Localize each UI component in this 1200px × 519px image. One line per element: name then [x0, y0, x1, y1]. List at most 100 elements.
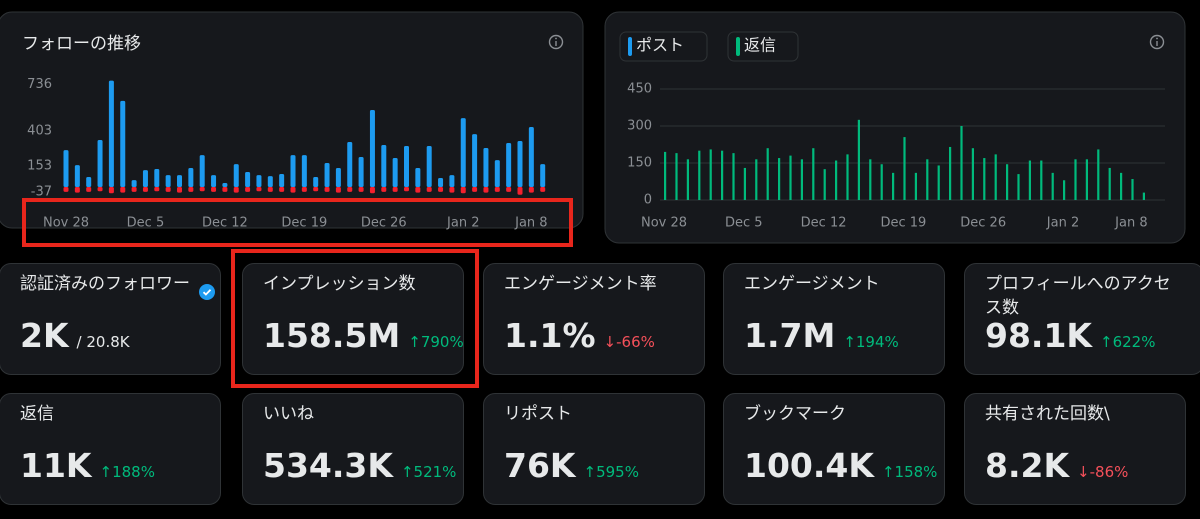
card-value-row: 98.1K ↑622%	[985, 316, 1155, 355]
bar	[279, 187, 285, 192]
info-icon[interactable]	[548, 34, 564, 50]
legend-item: ポスト	[619, 31, 708, 62]
bar	[347, 187, 353, 192]
bar	[369, 187, 375, 194]
bar	[165, 175, 171, 188]
card-sub: / 20.8K	[76, 333, 130, 351]
trend-arrow: ↑	[881, 463, 895, 481]
card-label: いいね	[263, 404, 314, 424]
bar	[381, 145, 387, 188]
x-tick-label: Dec 26	[960, 216, 1006, 231]
card-value-row: 76K ↑595%	[504, 446, 639, 485]
x-tick-label: Dec 19	[880, 216, 926, 231]
card-value-row: 1.1% ↓-66%	[504, 316, 655, 355]
x-tick-label: Dec 5	[725, 216, 763, 231]
trend-arrow: ↓	[603, 333, 617, 351]
bar	[869, 159, 872, 200]
bar	[324, 162, 330, 188]
card-label: エンゲージメント	[744, 274, 880, 294]
bar	[177, 187, 182, 193]
y-tick-label: 736	[27, 77, 52, 92]
bar	[1006, 164, 1009, 200]
x-tick-label: Nov 28	[43, 216, 89, 231]
stat-card: エンゲージメント率 1.1% ↓-66%	[483, 263, 705, 375]
trend-arrow: ↑	[583, 463, 597, 481]
bar	[1108, 167, 1111, 200]
y-tick-label: 153	[27, 158, 52, 173]
legend-swatch	[628, 37, 632, 56]
card-value: 98.1K	[985, 316, 1092, 355]
bar	[709, 149, 712, 200]
bar	[335, 187, 341, 193]
card-value: 158.5M	[263, 316, 401, 355]
bar	[63, 150, 69, 188]
bar	[800, 159, 803, 200]
bar	[324, 187, 330, 192]
change-value: 158%	[894, 463, 938, 481]
bar	[392, 157, 398, 188]
legend-item: 返信	[727, 31, 799, 62]
bar	[188, 168, 194, 188]
bar	[494, 187, 500, 192]
bar	[937, 165, 940, 200]
bar	[120, 187, 126, 193]
bar	[290, 155, 296, 188]
x-tick-label: Dec 12	[202, 216, 248, 231]
change-value: 595%	[596, 463, 639, 481]
bar	[347, 142, 353, 188]
bar	[460, 187, 466, 194]
bar	[256, 175, 262, 188]
bar	[301, 187, 307, 192]
bar	[245, 172, 251, 188]
bar	[438, 178, 444, 188]
bar	[267, 187, 273, 192]
card-change: ↑622%	[1100, 333, 1155, 351]
change-value: 194%	[855, 333, 899, 351]
x-tick-label: Jan 8	[1114, 216, 1147, 231]
bar	[517, 187, 523, 195]
card-value: 1.7M	[744, 316, 836, 355]
stat-card: ブックマーク 100.4K ↑158%	[723, 393, 945, 505]
card-change: ↑595%	[584, 463, 639, 481]
x-tick-label: Jan 2	[1046, 216, 1079, 231]
bar	[301, 155, 307, 188]
bar	[1131, 179, 1134, 200]
bar	[778, 158, 781, 200]
bar	[313, 187, 319, 192]
bar	[222, 187, 228, 192]
card-label: 認証済みのフォロワー	[20, 274, 190, 294]
bar	[517, 141, 523, 188]
x-tick-label: Dec 12	[801, 216, 847, 231]
bar	[926, 159, 929, 200]
info-icon[interactable]	[1149, 34, 1165, 50]
bar	[1063, 180, 1066, 200]
bar	[154, 187, 160, 192]
y-tick-label: 300	[627, 119, 652, 134]
card-label: エンゲージメント率	[504, 274, 657, 294]
bar	[1051, 172, 1054, 200]
bar	[449, 187, 455, 193]
bar	[880, 164, 883, 200]
bar	[698, 150, 701, 200]
card-value-row: 1.7M ↑194%	[744, 316, 899, 355]
card-value: 76K	[504, 446, 576, 485]
card-value-row: 158.5M ↑790%	[263, 316, 464, 355]
stat-card: プロフィールへのアクセス数 98.1K ↑622%	[964, 263, 1200, 375]
bar	[449, 175, 455, 188]
bar	[177, 175, 182, 188]
bar	[506, 187, 512, 192]
bar	[506, 142, 512, 188]
bar	[233, 164, 239, 188]
bar	[142, 170, 148, 188]
change-value: 188%	[112, 463, 155, 481]
bar	[404, 187, 409, 192]
bar	[86, 177, 92, 188]
bar	[903, 137, 906, 200]
bar	[789, 155, 792, 200]
card-value: 2K	[20, 316, 69, 355]
change-value: -86%	[1089, 463, 1129, 481]
bar	[1142, 192, 1145, 200]
bar	[812, 148, 815, 200]
bar	[426, 187, 432, 192]
